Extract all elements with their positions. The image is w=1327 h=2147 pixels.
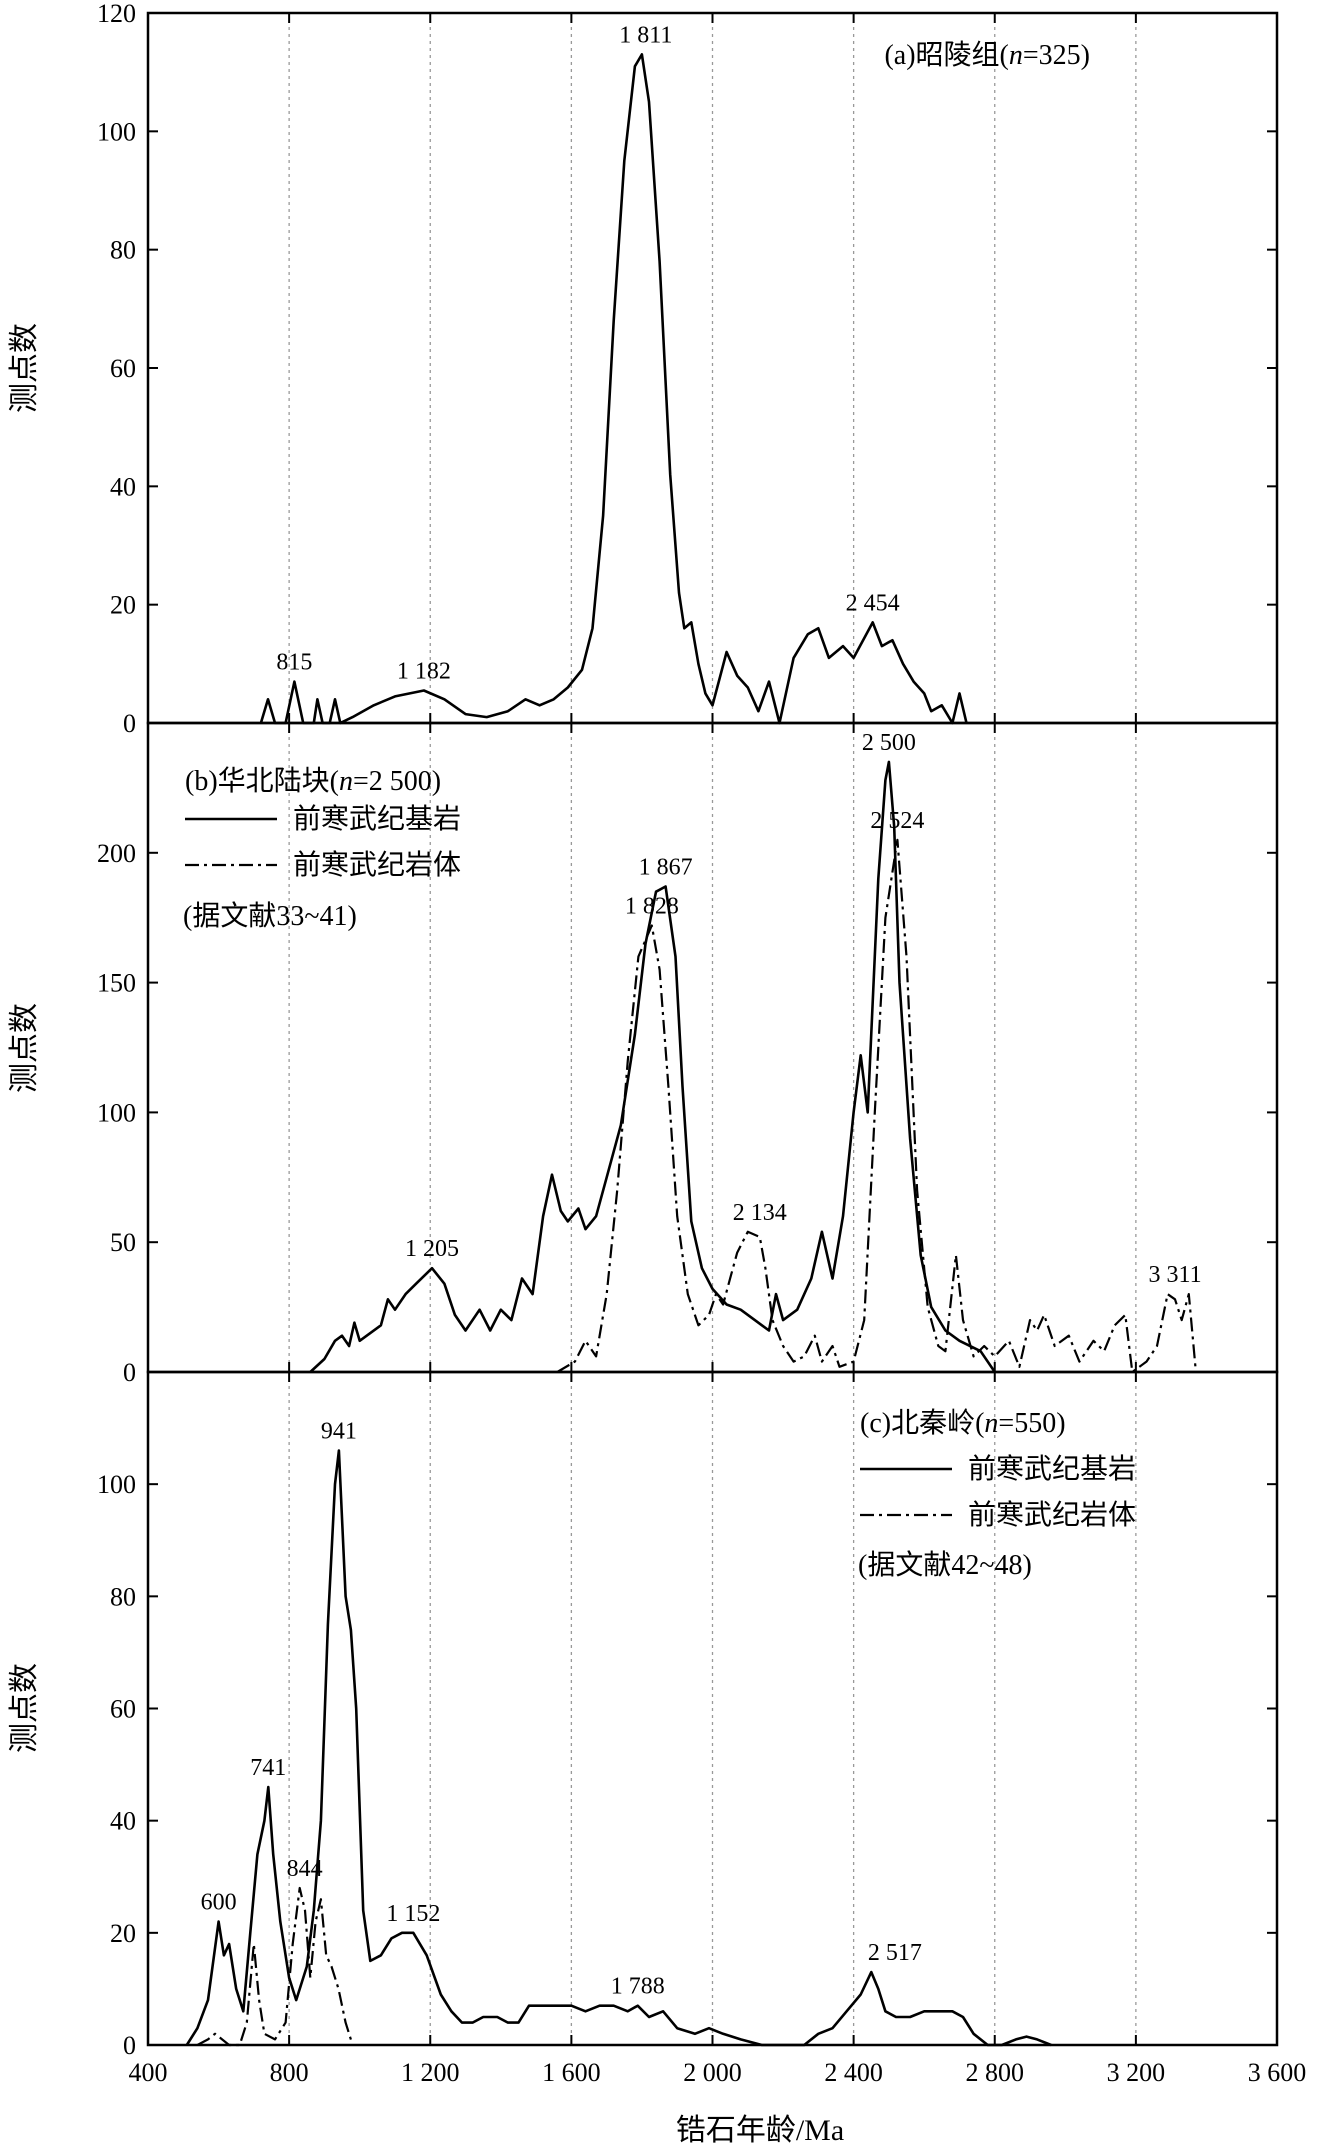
text-layer: 锆石年龄/Ma 0 20 40 60 80 100 120 测点数 815 1 182 1 811 2… bbox=[8, 0, 1306, 2147]
x-tick-label: 2 400 bbox=[824, 2058, 883, 2087]
y-axis-label: 测点数 bbox=[8, 1663, 41, 1753]
legend-label: 前寒武纪基岩 bbox=[293, 803, 461, 835]
peak-label: 741 bbox=[250, 1755, 286, 1781]
x-tick-label: 2 800 bbox=[966, 2058, 1025, 2087]
panel-title: (c)北秦岭(n=550) bbox=[860, 1407, 1066, 1439]
y-tick-label: 40 bbox=[110, 472, 136, 501]
y-tick-label: 60 bbox=[110, 354, 136, 383]
x-tick-label: 400 bbox=[129, 2058, 168, 2087]
peak-label: 844 bbox=[287, 1856, 323, 1882]
series-layer bbox=[185, 53, 1197, 2047]
legend-label: 前寒武纪岩体 bbox=[293, 849, 461, 881]
series-line-dashdot bbox=[196, 1886, 354, 2047]
peak-label: 815 bbox=[276, 650, 312, 676]
peak-label: 1 828 bbox=[625, 893, 679, 919]
peak-label: 1 205 bbox=[405, 1236, 459, 1262]
y-tick-label: 50 bbox=[110, 1228, 136, 1257]
peak-label: 1 788 bbox=[611, 1974, 665, 2000]
source-note: (据文献33~41) bbox=[183, 900, 357, 932]
peak-label: 2 524 bbox=[870, 808, 924, 834]
x-tick-label: 3 600 bbox=[1248, 2058, 1307, 2087]
series-line-solid bbox=[259, 53, 968, 725]
y-tick-label: 80 bbox=[110, 1582, 136, 1611]
x-tick-label: 3 200 bbox=[1107, 2058, 1166, 2087]
peak-label: 941 bbox=[321, 1419, 357, 1445]
x-tick-label: 800 bbox=[270, 2058, 309, 2087]
panel-title: (b)华北陆块(n=2 500) bbox=[185, 765, 441, 797]
y-tick-label: 100 bbox=[97, 1470, 136, 1499]
peak-label: 1 152 bbox=[386, 1901, 440, 1927]
frame-layer bbox=[146, 11, 1279, 2047]
series-line-dashdot bbox=[556, 838, 1197, 1374]
y-tick-label: 0 bbox=[123, 709, 136, 738]
series-line-solid bbox=[185, 1449, 1052, 2047]
x-tick-label: 1 600 bbox=[542, 2058, 601, 2087]
x-tick-label: 2 000 bbox=[683, 2058, 742, 2087]
panel-title: (a)昭陵组(n=325) bbox=[884, 39, 1090, 71]
y-tick-label: 150 bbox=[97, 969, 136, 998]
y-tick-label: 100 bbox=[97, 117, 136, 146]
legend-label: 前寒武纪岩体 bbox=[968, 1499, 1136, 1531]
y-tick-label: 120 bbox=[97, 0, 136, 28]
y-tick-label: 0 bbox=[123, 2031, 136, 2060]
peak-label: 1 811 bbox=[619, 22, 672, 48]
peak-label: 1 182 bbox=[397, 658, 451, 684]
y-axis-label: 测点数 bbox=[8, 323, 41, 413]
y-tick-label: 20 bbox=[110, 591, 136, 620]
peak-label: 3 311 bbox=[1148, 1262, 1201, 1288]
legend-label: 前寒武纪基岩 bbox=[968, 1453, 1136, 1485]
y-tick-label: 80 bbox=[110, 236, 136, 265]
peak-label: 600 bbox=[201, 1890, 237, 1916]
peak-label: 1 867 bbox=[639, 855, 693, 881]
y-tick-label: 20 bbox=[110, 1919, 136, 1948]
peak-label: 2 134 bbox=[733, 1200, 787, 1226]
y-tick-label: 60 bbox=[110, 1695, 136, 1724]
grid-layer bbox=[288, 13, 1137, 2045]
y-tick-label: 40 bbox=[110, 1807, 136, 1836]
peak-label: 2 500 bbox=[862, 730, 916, 756]
peak-label: 2 454 bbox=[846, 590, 900, 616]
y-tick-label: 0 bbox=[123, 1358, 136, 1387]
source-note: (据文献42~48) bbox=[858, 1549, 1032, 1581]
y-axis-label: 测点数 bbox=[8, 1003, 41, 1093]
peak-label: 2 517 bbox=[868, 1940, 922, 1966]
y-tick-label: 100 bbox=[97, 1098, 136, 1127]
y-tick-label: 200 bbox=[97, 839, 136, 868]
series-line-solid bbox=[309, 760, 996, 1373]
x-axis-label: 锆石年龄/Ma bbox=[676, 2114, 844, 2147]
x-tick-label: 1 200 bbox=[401, 2058, 460, 2087]
